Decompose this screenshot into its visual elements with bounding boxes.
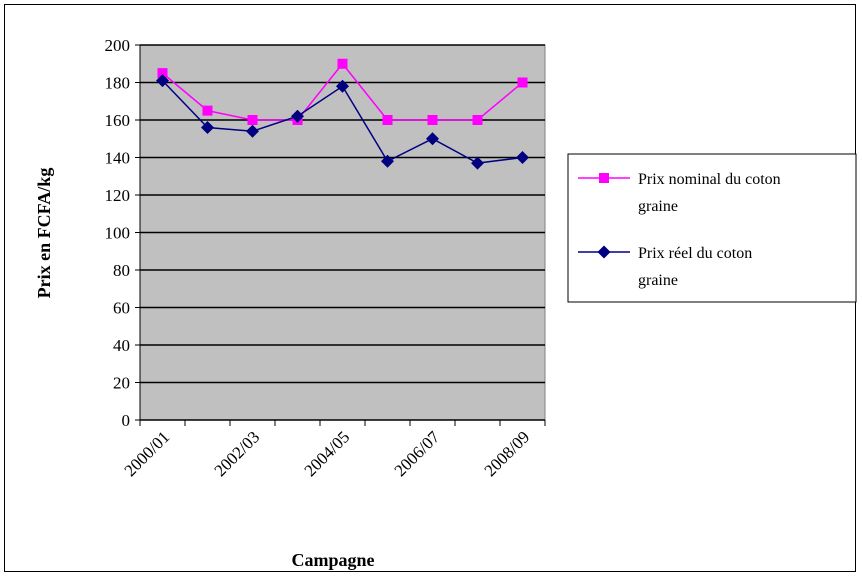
legend-marker [599, 173, 609, 183]
legend-label: graine [638, 198, 678, 215]
data-point [157, 68, 168, 79]
y-tick-label: 180 [105, 74, 131, 93]
data-point [472, 115, 483, 125]
legend-entry: Prix réel du coton graine [578, 245, 752, 289]
legend-label: Prix réel du coton [638, 245, 752, 262]
data-point [291, 109, 304, 123]
x-axis-title: Campagne [291, 550, 374, 570]
series-2 [156, 74, 529, 170]
x-tick-label: 2004/05 [300, 427, 353, 480]
legend-marker [597, 245, 611, 259]
y-tick-label: 0 [122, 411, 131, 430]
y-tick-label: 100 [105, 224, 131, 243]
data-point [471, 156, 484, 170]
y-tick-label: 200 [105, 36, 131, 55]
data-point [382, 115, 393, 125]
data-point [516, 151, 529, 164]
data-point [246, 124, 259, 138]
y-tick-label: 120 [105, 186, 131, 205]
y-axis-title: Prix en FCFA/kg [34, 168, 54, 299]
data-point [201, 121, 214, 134]
y-tick-label: 60 [113, 299, 130, 318]
y-tick-label: 80 [113, 261, 130, 280]
legend-entry: Prix nominal du coton graine [578, 171, 781, 215]
data-point [336, 79, 349, 93]
data-point [381, 154, 394, 168]
x-tick-label: 2000/01 [120, 427, 173, 480]
legend-label: Prix nominal du coton [638, 171, 781, 188]
data-point [426, 132, 439, 146]
data-point [202, 105, 213, 116]
data-point [337, 58, 348, 69]
data-point [247, 115, 258, 125]
data-point [427, 115, 438, 125]
data-point [156, 74, 169, 88]
data-point [517, 77, 528, 88]
x-tick-label: 2006/07 [390, 427, 443, 480]
x-tick-label: 2008/09 [480, 427, 533, 480]
x-tick-label: 2002/03 [210, 427, 263, 480]
y-tick-label: 20 [113, 374, 130, 393]
series-layer [156, 58, 529, 170]
y-tick-label: 40 [113, 336, 130, 355]
y-tick-label: 160 [105, 111, 131, 130]
legend-label: graine [638, 272, 678, 289]
y-tick-label: 140 [105, 149, 131, 168]
